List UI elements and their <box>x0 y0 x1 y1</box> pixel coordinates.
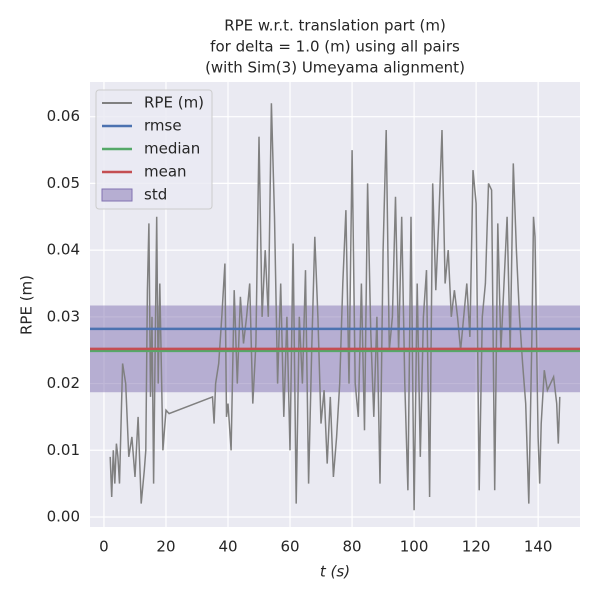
x-tick-label: 140 <box>524 538 553 556</box>
y-tick-label: 0.02 <box>47 374 80 392</box>
legend-label: rmse <box>144 117 182 135</box>
x-tick-label: 100 <box>400 538 429 556</box>
y-tick-label: 0.01 <box>47 441 80 459</box>
x-tick-label: 80 <box>343 538 362 556</box>
x-tick-label: 0 <box>99 538 109 556</box>
legend-swatch <box>101 188 133 202</box>
legend-label: median <box>144 140 200 158</box>
data-line <box>109 103 561 511</box>
chart-title: (with Sim(3) Umeyama alignment) <box>205 59 465 77</box>
x-tick-label: 120 <box>462 538 491 556</box>
legend-label: std <box>144 186 167 204</box>
y-tick-label: 0.00 <box>47 507 80 525</box>
x-tick-label: 20 <box>156 538 175 556</box>
y-tick-label: 0.04 <box>47 241 80 259</box>
y-tick-label: 0.05 <box>47 174 80 192</box>
y-tick-label: 0.06 <box>47 107 80 125</box>
x-tick-label: 60 <box>280 538 299 556</box>
y-tick-label: 0.03 <box>47 307 80 325</box>
legend-label: mean <box>144 163 187 181</box>
y-axis-label: RPE (m) <box>18 275 36 335</box>
chart-title: for delta = 1.0 (m) using all pairs <box>210 38 460 56</box>
chart-title: RPE w.r.t. translation part (m) <box>224 17 446 35</box>
legend-label: RPE (m) <box>144 94 204 112</box>
legend-box <box>95 89 213 210</box>
x-axis-label: t (s) <box>320 563 350 581</box>
x-tick-label: 40 <box>218 538 237 556</box>
